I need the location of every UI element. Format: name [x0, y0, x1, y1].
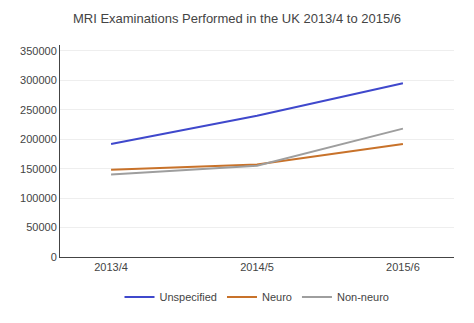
svg-text:250000: 250000: [20, 104, 57, 116]
svg-text:2015/6: 2015/6: [386, 261, 420, 273]
svg-text:350000: 350000: [20, 45, 57, 57]
svg-text:0: 0: [51, 251, 57, 263]
svg-text:50000: 50000: [26, 221, 57, 233]
svg-text:150000: 150000: [20, 163, 57, 175]
svg-text:Unspecified: Unspecified: [160, 291, 217, 303]
svg-text:300000: 300000: [20, 74, 57, 86]
svg-text:Neuro: Neuro: [262, 291, 292, 303]
svg-text:Non-neuro: Non-neuro: [337, 291, 389, 303]
svg-text:2014/5: 2014/5: [240, 261, 274, 273]
svg-text:200000: 200000: [20, 133, 57, 145]
svg-text:MRI Examinations Performed in: MRI Examinations Performed in the UK 201…: [73, 11, 401, 26]
svg-text:100000: 100000: [20, 192, 57, 204]
svg-text:2013/4: 2013/4: [94, 261, 128, 273]
